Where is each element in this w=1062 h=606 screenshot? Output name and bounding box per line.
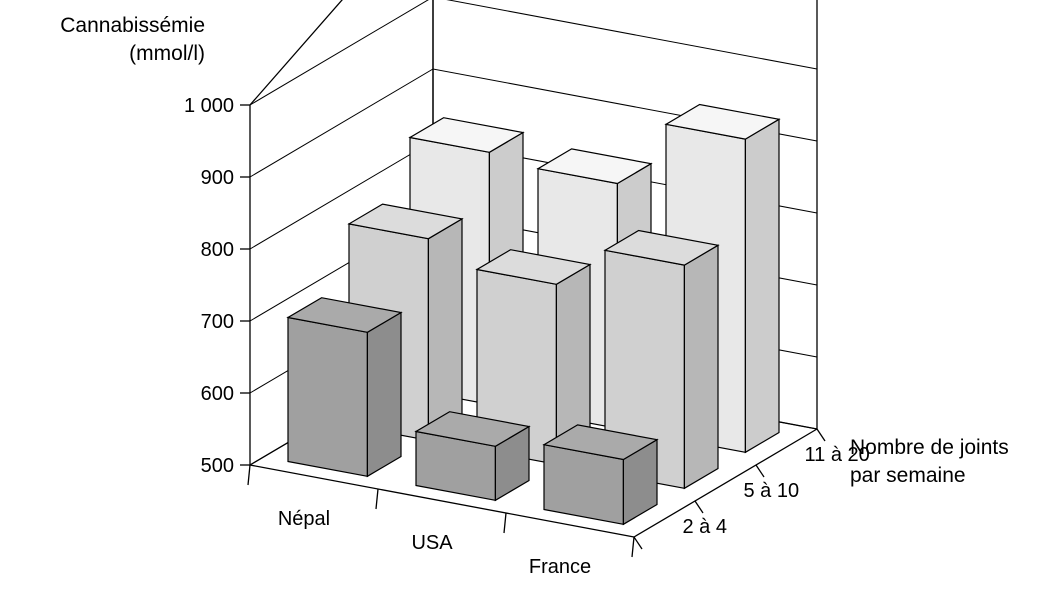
gridline xyxy=(249,0,818,106)
y-axis-title: Cannabissémie xyxy=(60,14,205,37)
y-tick-label: 500 xyxy=(201,455,234,477)
bar-top-face xyxy=(542,424,659,461)
bar xyxy=(286,297,403,478)
depth-axis-title-line1: Nombre de joints xyxy=(850,436,1009,459)
bar-top-face xyxy=(408,117,525,153)
bar-top-face xyxy=(603,229,720,266)
depth-axis-title-line2: par semaine xyxy=(850,464,966,487)
depth-tick-label: 5 à 10 xyxy=(744,480,800,502)
bar xyxy=(542,424,659,526)
bar xyxy=(603,229,720,490)
y-tick-label: 600 xyxy=(201,383,234,405)
depth-tick xyxy=(816,428,826,442)
floor-edge xyxy=(633,428,818,538)
x-tick xyxy=(503,512,507,534)
x-tick-label: France xyxy=(529,556,591,578)
bar xyxy=(475,249,592,466)
bar-side-face xyxy=(683,244,719,490)
depth-tick xyxy=(633,536,643,550)
x-tick xyxy=(631,536,635,558)
bar-front-face xyxy=(287,316,368,478)
y-axis-unit: (mmol/l) xyxy=(129,42,205,65)
depth-tick xyxy=(694,500,704,514)
y-tick-label: 900 xyxy=(201,167,234,189)
bar-side-face xyxy=(366,311,402,478)
y-tick-label: 700 xyxy=(201,311,234,333)
bar-top-face xyxy=(536,148,653,185)
bar-top-face xyxy=(475,249,592,285)
bar-top-face xyxy=(286,297,403,333)
chart-axes: 500 600 700 800 900 1 000 Népal USA France 2 à 4 5… xyxy=(184,95,870,578)
depth-tick-label: 11 à 20 xyxy=(805,444,870,466)
bar-side-face xyxy=(744,118,780,454)
y-tick-label: 1 000 xyxy=(184,95,234,117)
x-tick-label: Népal xyxy=(278,508,330,530)
x-tick-label: USA xyxy=(411,532,453,554)
floor-front-edge xyxy=(249,464,635,538)
x-tick xyxy=(375,488,379,510)
bar-top-face xyxy=(664,103,781,140)
bar xyxy=(414,411,531,502)
bar-top-face xyxy=(347,203,464,240)
x-tick xyxy=(247,464,251,486)
y-tick-label: 800 xyxy=(201,239,234,261)
depth-tick-label: 2 à 4 xyxy=(683,516,727,538)
bar-side-face xyxy=(427,217,463,442)
depth-tick xyxy=(755,464,765,478)
chart-bars xyxy=(286,103,781,526)
bar-top-face xyxy=(414,411,531,447)
